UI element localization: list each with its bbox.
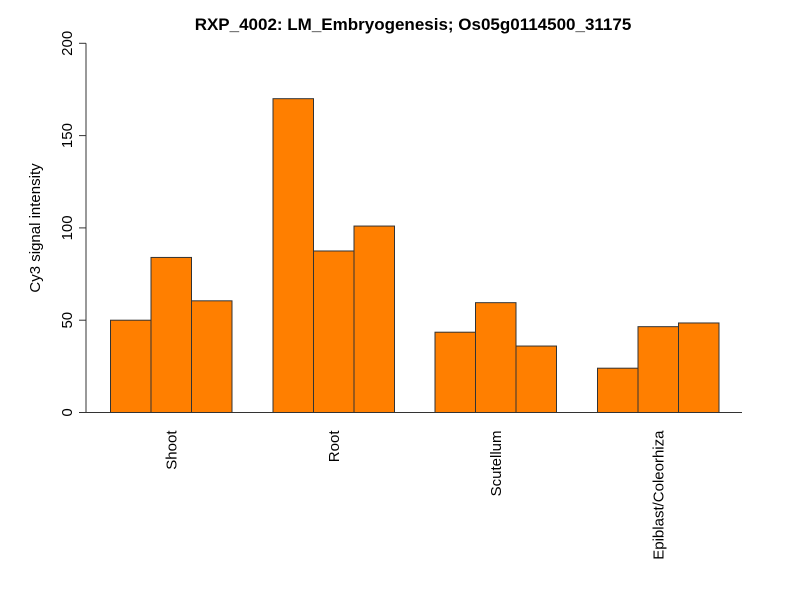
- y-tick-label: 0: [59, 408, 76, 416]
- bar-0-2: [191, 300, 233, 413]
- bar-1-2: [353, 225, 395, 413]
- bar-3-2: [678, 322, 720, 413]
- bar-0-0: [110, 319, 152, 414]
- y-axis-label: Cy3 signal intensity: [27, 163, 44, 293]
- bar-3-1: [637, 326, 679, 414]
- bar-1-0: [272, 98, 314, 414]
- bar-2-2: [515, 345, 557, 414]
- bar-2-1: [475, 302, 517, 413]
- y-tick-label: 100: [59, 215, 76, 240]
- y-axis: 0 50 100 150 200: [59, 31, 87, 417]
- y-tick-label: 50: [59, 312, 76, 329]
- bar-2-0: [434, 331, 476, 414]
- y-tick-label: 200: [59, 31, 76, 56]
- x-axis: Shoot Root Scutellum Epiblast/Coleorhiza: [85, 412, 742, 560]
- bar-1-1: [313, 250, 355, 413]
- bars: [110, 98, 720, 414]
- x-tick-label: Root: [326, 430, 343, 463]
- x-tick-label: Scutellum: [488, 431, 505, 497]
- x-tick-label: Epiblast/Coleorhiza: [650, 430, 667, 560]
- x-tick-label: Shoot: [163, 430, 180, 470]
- bar-0-1: [150, 256, 192, 413]
- bar-3-0: [597, 367, 639, 414]
- chart-title: RXP_4002: LM_Embryogenesis; Os05g0114500…: [195, 15, 632, 34]
- y-tick-label: 150: [59, 123, 76, 148]
